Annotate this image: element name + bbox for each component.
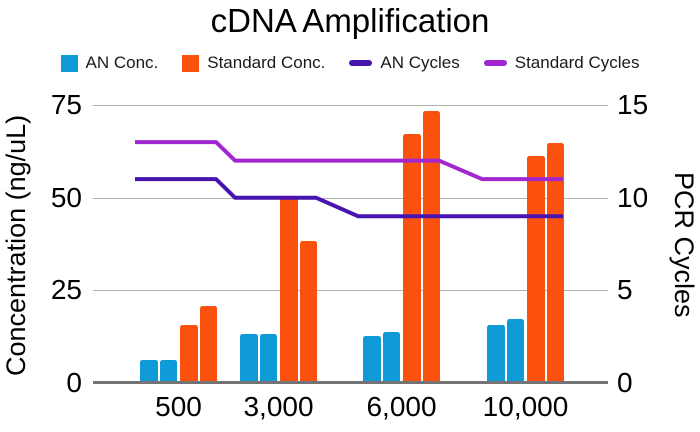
an-conc-bar	[487, 324, 505, 382]
right-axis-tick-label: 15	[617, 89, 649, 120]
left-axis-tick-label: 0	[66, 367, 82, 398]
gridline	[93, 105, 608, 106]
left-axis-tick-label: 75	[50, 89, 82, 120]
an-conc-bar	[140, 359, 158, 382]
standard-conc-bar	[422, 111, 440, 382]
right-axis-title: PCR Cycles	[669, 172, 699, 318]
x-axis-category-label: 10,000	[482, 391, 569, 422]
standard-conc-bar	[199, 306, 217, 382]
legend-label: Standard Conc.	[207, 53, 326, 72]
an-cycles-line	[135, 177, 563, 219]
an-conc-bar	[382, 331, 400, 382]
x-axis-category-label: 6,000	[366, 391, 437, 422]
legend-label: AN Cycles	[380, 53, 460, 72]
legend-item-standard-cycles: Standard Cycles	[483, 53, 640, 73]
standard-conc-bar	[527, 155, 545, 382]
left-axis-tick-label: 25	[50, 274, 82, 306]
right-axis-tick-label: 10	[617, 181, 649, 213]
standard-conc-bar	[299, 241, 317, 382]
x-axis-baseline	[93, 381, 608, 384]
legend-item-an-cycles: AN Cycles	[349, 53, 460, 73]
standard-cycles-line	[135, 140, 563, 182]
an-conc-bar	[363, 335, 381, 382]
an-cycles-line-swatch-icon	[349, 60, 373, 66]
an-conc-bar	[240, 333, 258, 382]
an-conc-swatch-icon	[60, 54, 78, 72]
standard-conc-bar	[180, 324, 198, 382]
standard-conc-swatch-icon	[182, 54, 200, 72]
left-axis-title: Concentration (ng/uL)	[1, 114, 31, 376]
left-axis-tick-labels: 0 25 50 75	[36, 89, 82, 398]
chart-title: cDNA Amplification	[210, 2, 490, 39]
plot-area	[93, 105, 608, 384]
right-axis-tick-labels: 0 5 10 15	[617, 89, 667, 398]
right-axis-tick-label: 5	[617, 274, 633, 306]
legend-label: AN Conc.	[85, 53, 159, 72]
standard-cycles-line-swatch-icon	[483, 60, 507, 66]
standard-conc-bar	[403, 133, 421, 382]
legend-label: Standard Cycles	[514, 53, 640, 72]
gridline	[93, 290, 608, 291]
gridline	[93, 198, 608, 199]
x-axis-category-label: 3,000	[243, 391, 314, 422]
an-conc-bar	[506, 319, 524, 382]
x-axis-labels: 500 3,000 6,000 10,000	[93, 391, 608, 425]
x-axis-category-label: 500	[155, 391, 202, 422]
legend-item-an-conc: AN Conc.	[60, 53, 159, 73]
right-axis-tick-label: 0	[617, 367, 633, 398]
legend: AN Conc. Standard Conc. AN Cycles Standa…	[0, 53, 700, 73]
legend-item-standard-conc: Standard Conc.	[182, 53, 325, 73]
standard-conc-bar	[280, 196, 298, 382]
an-conc-bar	[259, 333, 277, 382]
standard-conc-bar	[546, 142, 564, 382]
an-conc-bar	[159, 359, 177, 382]
left-axis-tick-label: 50	[50, 181, 82, 213]
